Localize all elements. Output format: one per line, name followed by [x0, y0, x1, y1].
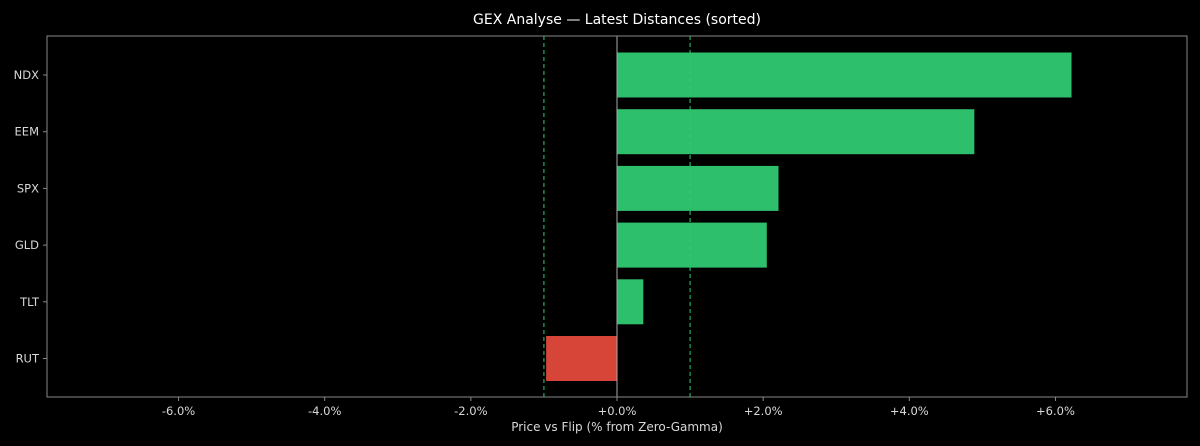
bar-gld: [617, 222, 767, 268]
x-tick-label: +2.0%: [744, 404, 783, 418]
bar-ndx: [617, 52, 1072, 98]
chart-title: GEX Analyse — Latest Distances (sorted): [473, 12, 761, 28]
y-tick-label: GLD: [15, 238, 39, 252]
bar-spx: [617, 165, 779, 211]
y-tick-label: NDX: [14, 68, 39, 82]
x-tick-label: -4.0%: [308, 404, 341, 418]
x-tick-label: +6.0%: [1036, 404, 1075, 418]
x-tick-label: -6.0%: [162, 404, 195, 418]
x-tick-label: +4.0%: [890, 404, 929, 418]
plot-frame: [46, 35, 1188, 398]
x-axis-label: Price vs Flip (% from Zero-Gamma): [511, 420, 723, 434]
bar-eem: [617, 109, 975, 155]
y-tick-label: EEM: [15, 125, 39, 139]
y-tick-label: RUT: [16, 352, 40, 366]
y-tick-label: TLT: [19, 295, 40, 309]
x-tick-label: +0.0%: [598, 404, 637, 418]
bar-rut: [546, 336, 617, 381]
plot-area: NDX EEM SPX GLD TLT RUT -6.0% -4.0% -2.0% +0.0% +2…: [14, 36, 1075, 418]
y-tick-label: SPX: [17, 181, 39, 195]
bar-tlt: [617, 279, 644, 325]
x-tick-label: -2.0%: [454, 404, 487, 418]
